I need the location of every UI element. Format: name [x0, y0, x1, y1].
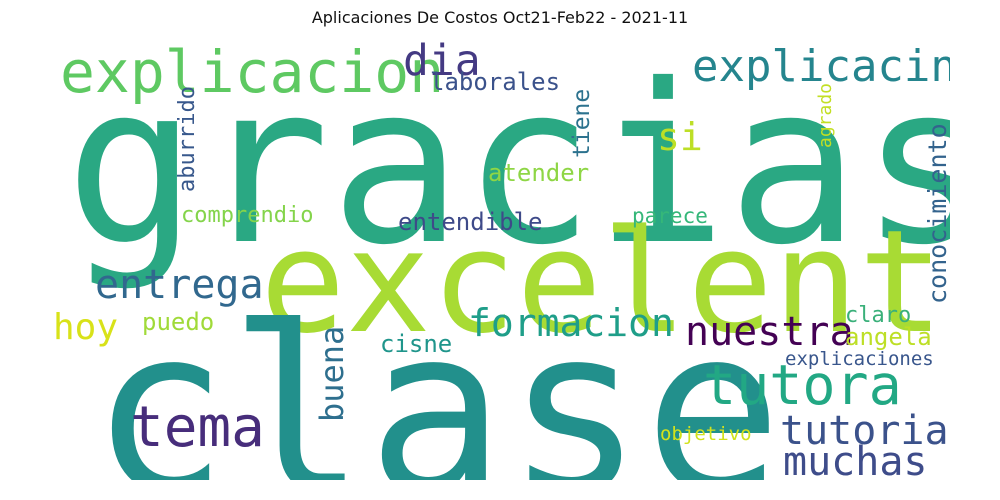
word-explicacion: explicacion: [60, 40, 445, 106]
word-formacion: formacion: [468, 301, 674, 345]
word-tutoria: tutoria: [780, 408, 949, 454]
word-buena: buena: [313, 325, 351, 422]
word-tema: tema: [130, 395, 265, 460]
word-claro: claro: [845, 303, 912, 328]
word-comprendio: comprendio: [181, 203, 314, 228]
word-hoy: hoy: [53, 307, 119, 348]
word-tiene: tiene: [569, 88, 595, 158]
word-explicaciones: explicaciones: [785, 348, 934, 370]
word-explicacinn: explicacinn: [692, 41, 950, 92]
word-cisne: cisne: [380, 330, 453, 358]
word-objetivo: objetivo: [660, 423, 752, 445]
word-nuestra: nuestra: [685, 309, 854, 355]
word-aburrido: aburrido: [175, 86, 200, 192]
word-excelente: excelente: [260, 200, 950, 365]
word-parece: parece: [632, 204, 708, 228]
word-agrado: agrado: [815, 82, 836, 148]
word-entrega: entrega: [95, 262, 264, 308]
word-puedo: puedo: [142, 308, 215, 336]
word-atender: atender: [488, 159, 590, 187]
word-angela: angela: [845, 323, 932, 351]
word-entendible: entendible: [398, 208, 543, 236]
word-clase: clase: [90, 279, 783, 481]
word-conocimiento: conocimiento: [923, 123, 950, 304]
chart-title: Aplicaciones De Costos Oct21-Feb22 - 202…: [311, 8, 689, 27]
word-tutora: tutora: [703, 353, 902, 417]
word-gracias: gracias: [65, 40, 950, 293]
word-dia: dia: [403, 40, 481, 86]
word-laborales: laborales: [430, 68, 561, 96]
word-si: si: [657, 115, 703, 159]
word-muchas: muchas: [783, 439, 928, 480]
word-cloud: gracias excelente clase explicacion dia …: [50, 40, 950, 480]
